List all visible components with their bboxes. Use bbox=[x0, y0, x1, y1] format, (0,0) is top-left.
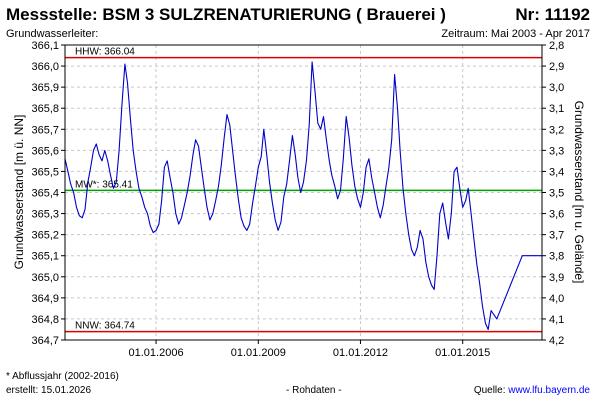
y-axis-label-left: Grundwasserstand [m ü. NN] bbox=[12, 115, 26, 270]
aquifer-label: Grundwasserleiter: bbox=[6, 28, 99, 40]
y-tick-label: 365,9 bbox=[31, 82, 59, 94]
raw-data-label: - Rohdaten - bbox=[286, 385, 342, 396]
y-tick-label: 365,7 bbox=[31, 124, 59, 136]
y-tick-label-right: 3,1 bbox=[549, 103, 564, 115]
reference-line-label: NNW: 364.74 bbox=[75, 321, 135, 332]
y-tick-label-right: 4,1 bbox=[549, 314, 564, 326]
y-tick-label-right: 3,0 bbox=[549, 82, 564, 94]
source-link[interactable]: www.lfu.bayern.de bbox=[508, 385, 590, 396]
period-label: Zeitraum: Mai 2003 - Apr 2017 bbox=[441, 28, 590, 40]
reference-line-label: MW*: 365.41 bbox=[75, 179, 133, 190]
y-tick-label: 366,1 bbox=[31, 40, 59, 52]
created-date: erstellt: 15.01.2026 bbox=[6, 385, 92, 396]
y-tick-label: 365,8 bbox=[31, 103, 59, 115]
footnote: * Abflussjahr (2002-2016) bbox=[6, 371, 119, 382]
source-label: Quelle: bbox=[473, 385, 509, 396]
y-tick-label: 365,5 bbox=[31, 166, 59, 178]
y-tick-label: 364,8 bbox=[31, 314, 59, 326]
y-tick-label-right: 4,2 bbox=[549, 335, 564, 347]
x-tick-label: 01.01.2006 bbox=[129, 347, 184, 359]
y-tick-label-right: 3,2 bbox=[549, 124, 564, 136]
y-tick-label: 365,4 bbox=[31, 188, 59, 200]
y-tick-label: 365,6 bbox=[31, 145, 59, 157]
x-axis: 01.01.2006 01.01.2009 01.01.2012 01.01.2015 bbox=[129, 340, 490, 359]
station-number: Nr: 11192 bbox=[515, 5, 590, 24]
y-tick-label-right: 4,0 bbox=[549, 293, 564, 305]
y-axis-right: 2,8 2,9 3,0 3,1 3,2 3,3 3,4 3,5 3,6 3,7 3,8 3,9 4,0 4… bbox=[542, 40, 564, 347]
y-tick-label: 364,9 bbox=[31, 293, 59, 305]
y-axis-left: 366,1 366,0 365,9 365,8 365,7 365,6 365,5 365,4… bbox=[31, 40, 65, 347]
plot-frame bbox=[64, 44, 543, 341]
y-tick-label: 364,7 bbox=[31, 335, 59, 347]
y-tick-label: 365,1 bbox=[31, 251, 59, 263]
y-tick-label-right: 3,5 bbox=[549, 188, 564, 200]
series-line bbox=[64, 61, 542, 331]
reference-line-label: HHW: 366.04 bbox=[75, 47, 135, 58]
y-tick-label-right: 2,9 bbox=[549, 61, 564, 73]
y-tick-label-right: 3,8 bbox=[549, 251, 564, 263]
y-tick-label-right: 3,7 bbox=[549, 230, 564, 242]
y-axis-label-right: Grundwasserstand [m u. Gelände] bbox=[572, 101, 586, 284]
y-tick-label-right: 3,6 bbox=[549, 209, 564, 221]
y-tick-label-right: 3,4 bbox=[549, 166, 564, 178]
y-tick-label: 365,3 bbox=[31, 209, 59, 221]
x-tick-label: 01.01.2009 bbox=[231, 347, 286, 359]
source: Quelle: www.lfu.bayern.de bbox=[474, 385, 590, 396]
grid bbox=[65, 45, 542, 340]
y-tick-label-right: 3,9 bbox=[549, 272, 564, 284]
x-tick-label: 01.01.2015 bbox=[435, 347, 490, 359]
y-tick-label-right: 2,8 bbox=[549, 40, 564, 52]
y-tick-label: 366,0 bbox=[31, 61, 59, 73]
station-title: Messstelle: BSM 3 SULZRENATURIERUNG ( Br… bbox=[6, 5, 446, 24]
reference-lines: HHW: 366.04 MW*: 365.41 NNW: 364.74 bbox=[65, 47, 542, 333]
y-tick-label: 365,2 bbox=[31, 230, 59, 242]
y-tick-label: 365,0 bbox=[31, 272, 59, 284]
x-tick-label: 01.01.2012 bbox=[333, 347, 388, 359]
y-tick-label-right: 3,3 bbox=[549, 145, 564, 157]
series-layer bbox=[64, 61, 542, 331]
